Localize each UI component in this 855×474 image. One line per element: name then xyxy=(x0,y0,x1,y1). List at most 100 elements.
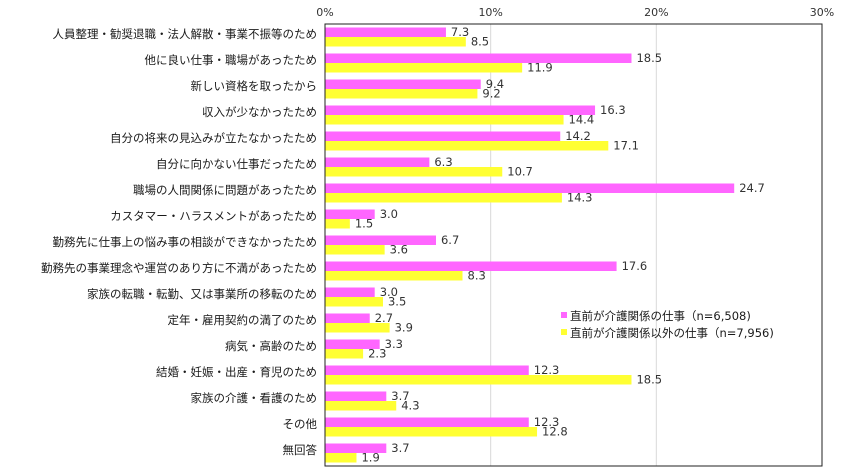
bar-series-1 xyxy=(325,287,375,297)
bar-series-1 xyxy=(325,27,446,37)
data-label-series-2: 14.4 xyxy=(569,113,595,127)
data-label-series-2: 8.5 xyxy=(471,35,489,49)
category-label: 職場の人間関係に問題があったため xyxy=(133,183,317,197)
bar-series-2 xyxy=(325,297,383,307)
legend-swatch-series-1 xyxy=(561,312,567,318)
bar-series-2 xyxy=(325,115,564,125)
x-tick-label: 20% xyxy=(644,6,668,19)
bar-series-2 xyxy=(325,375,632,385)
data-label-series-1: 3.7 xyxy=(391,441,409,455)
legend-label-series-1: 直前が介護関係の仕事（n=6,508) xyxy=(570,309,751,323)
bars xyxy=(325,27,735,463)
category-label: 勤務先の事業理念や運営のあり方に不満があったため xyxy=(41,261,317,275)
bar-series-2 xyxy=(325,349,364,359)
category-label: 他に良い仕事・職場があったため xyxy=(145,53,318,67)
data-label-series-1: 3.3 xyxy=(385,337,403,351)
data-label-series-2: 1.5 xyxy=(355,217,373,231)
data-label-series-1: 3.0 xyxy=(380,207,398,221)
category-label: 自分に向かない仕事だったため xyxy=(156,157,317,171)
data-label-series-2: 3.6 xyxy=(390,243,408,257)
plot-frame xyxy=(324,23,823,467)
data-label-series-1: 18.5 xyxy=(636,51,662,65)
data-label-series-1: 24.7 xyxy=(739,181,765,195)
category-label: 無回答 xyxy=(283,443,318,457)
x-axis: 0% 10% 20% 30% xyxy=(316,6,834,19)
category-label: 収入が少なかったため xyxy=(202,105,317,119)
bar-series-2 xyxy=(325,245,385,255)
bar-series-1 xyxy=(325,261,617,271)
data-label-series-1: 9.4 xyxy=(486,77,504,91)
data-label-series-2: 2.3 xyxy=(368,347,386,361)
bar-series-2 xyxy=(325,219,350,229)
data-label-series-1: 12.3 xyxy=(534,363,560,377)
bar-series-1 xyxy=(325,339,380,349)
data-label-series-1: 3.7 xyxy=(391,389,409,403)
bar-series-2 xyxy=(325,323,390,333)
category-label: 家族の介護・看護のため xyxy=(191,391,318,405)
category-label: カスタマー・ハラスメントがあったため xyxy=(110,209,317,223)
category-label: 結婚・妊娠・出産・育児のため xyxy=(156,365,317,379)
data-label-series-2: 9.2 xyxy=(482,87,500,101)
bar-series-1 xyxy=(325,417,529,427)
bar-series-1 xyxy=(325,209,375,219)
data-label-series-1: 14.2 xyxy=(565,129,591,143)
category-label: 病気・高齢のため xyxy=(225,339,317,353)
legend-swatch-series-2 xyxy=(561,329,567,335)
category-label: その他 xyxy=(283,417,318,431)
bar-series-1 xyxy=(325,157,430,167)
bar-series-2 xyxy=(325,89,478,99)
data-label-series-1: 2.7 xyxy=(375,311,393,325)
category-label: 自分の将来の見込みが立たなかったため xyxy=(110,131,317,145)
bar-series-1 xyxy=(325,183,735,193)
x-tick-label: 30% xyxy=(810,6,834,19)
bar-series-1 xyxy=(325,365,529,375)
data-label-series-1: 6.7 xyxy=(441,233,459,247)
bar-series-2 xyxy=(325,167,503,177)
category-label: 人員整理・勧奨退職・法人解散・事業不振等のため xyxy=(53,27,318,41)
bar-series-2 xyxy=(325,141,609,151)
bar-series-2 xyxy=(325,271,463,281)
bar-series-1 xyxy=(325,105,596,115)
bar-series-2 xyxy=(325,427,538,437)
data-label-series-2: 4.3 xyxy=(401,399,419,413)
bar-series-1 xyxy=(325,131,561,141)
data-label-series-1: 16.3 xyxy=(600,103,626,117)
data-label-series-2: 3.5 xyxy=(388,295,406,309)
data-label-series-2: 17.1 xyxy=(613,139,639,153)
bar-series-1 xyxy=(325,313,370,323)
data-label-series-1: 6.3 xyxy=(434,155,452,169)
bar-series-1 xyxy=(325,79,481,89)
bar-series-2 xyxy=(325,193,562,203)
data-label-series-1: 3.0 xyxy=(380,285,398,299)
data-label-series-2: 11.9 xyxy=(527,61,553,75)
bar-series-1 xyxy=(325,443,387,453)
data-label-series-1: 17.6 xyxy=(622,259,648,273)
bar-series-1 xyxy=(325,391,387,401)
data-label-series-2: 10.7 xyxy=(507,165,533,179)
category-label: 家族の転職・転勤、又は事業所の移転のため xyxy=(87,287,317,301)
data-label-series-1: 7.3 xyxy=(451,25,469,39)
value-labels: 7.38.5 18.5 11.9 9.49.2 16.3 14.4 14.2 17.1 6.3 1… xyxy=(355,25,765,465)
data-label-series-2: 12.8 xyxy=(542,425,568,439)
x-tick-label: 0% xyxy=(316,6,333,19)
x-tick-label: 10% xyxy=(478,6,502,19)
category-label: 新しい資格を取ったから xyxy=(191,79,318,93)
data-label-series-2: 8.3 xyxy=(468,269,486,283)
data-label-series-1: 12.3 xyxy=(534,415,560,429)
bar-series-2 xyxy=(325,401,397,411)
bar-series-1 xyxy=(325,53,632,63)
bar-series-1 xyxy=(325,235,436,245)
data-label-series-2: 1.9 xyxy=(361,451,379,465)
bar-series-2 xyxy=(325,63,523,73)
gridlines xyxy=(490,24,657,466)
data-label-series-2: 14.3 xyxy=(567,191,593,205)
bar-series-2 xyxy=(325,37,466,47)
category-labels: 人員整理・勧奨退職・法人解散・事業不振等のため他に良い仕事・職場があったため新し… xyxy=(41,27,317,457)
category-label: 勤務先に仕事上の悩み事の相談ができなかったため xyxy=(53,235,318,249)
bar-series-2 xyxy=(325,453,357,463)
legend-label-series-2: 直前が介護関係以外の仕事（n=7,956) xyxy=(570,326,774,340)
data-label-series-2: 3.9 xyxy=(395,321,413,335)
data-label-series-2: 18.5 xyxy=(636,373,662,387)
legend: 直前が介護関係の仕事（n=6,508) 直前が介護関係以外の仕事（n=7,956… xyxy=(561,309,774,340)
